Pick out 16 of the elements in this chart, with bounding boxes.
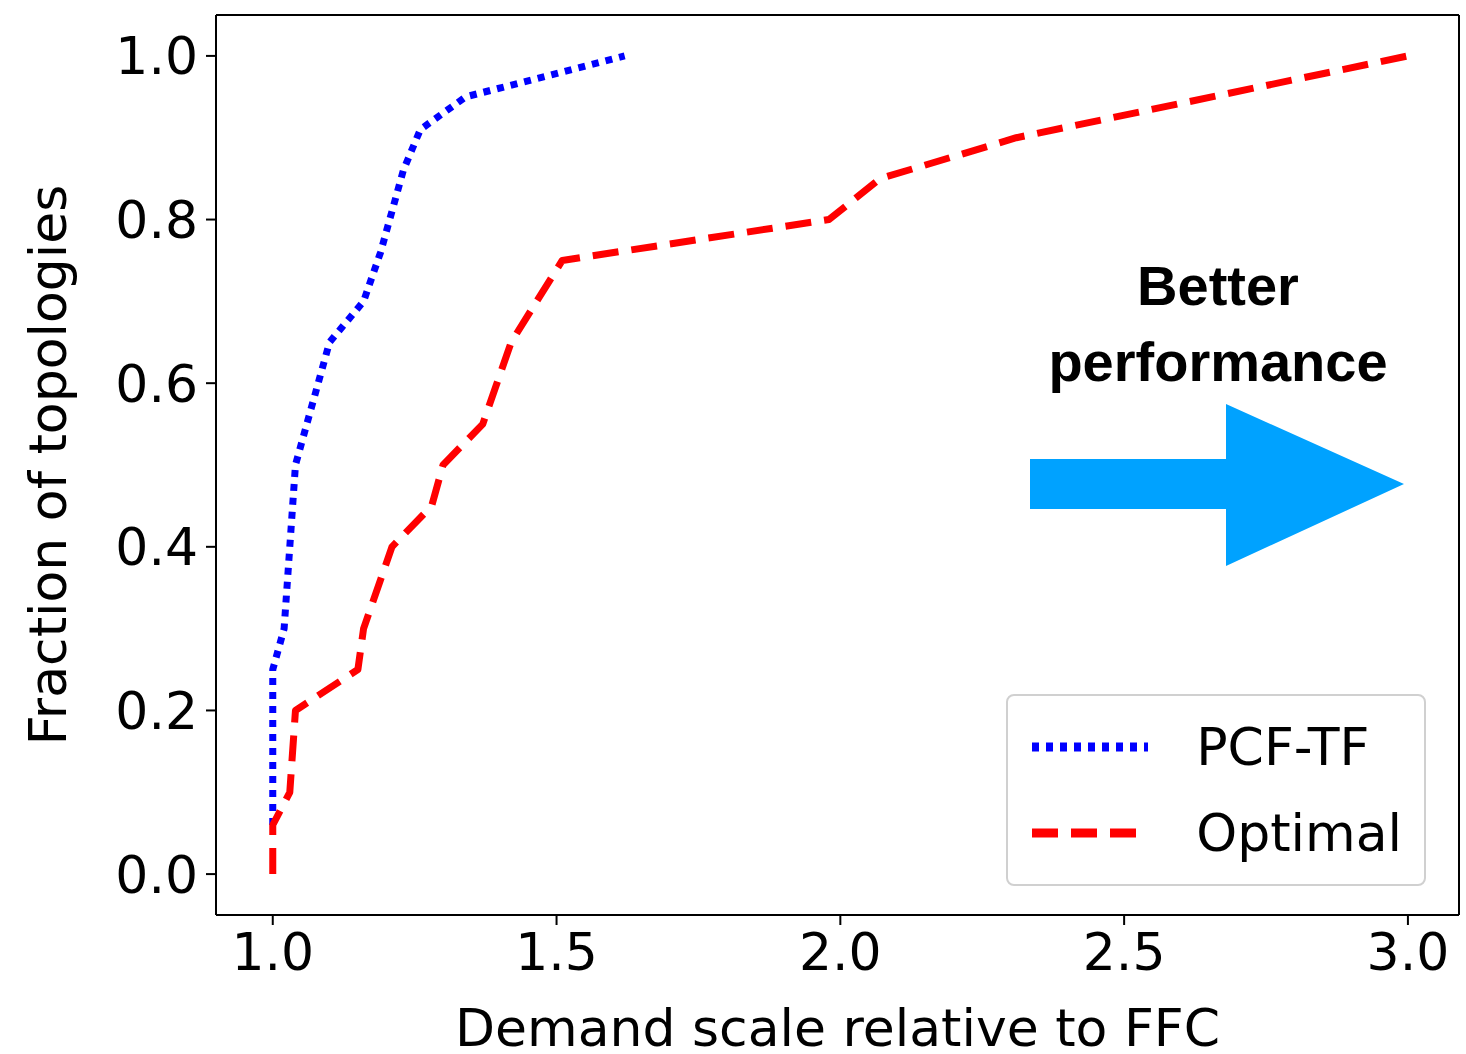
- y-axis-title: Fraction of topologies: [18, 184, 79, 746]
- y-tick-label: 0.8: [115, 190, 198, 251]
- annotation: Better performance: [1047, 253, 1389, 395]
- y-tick-label: 0.0: [115, 844, 198, 905]
- x-tick-label: 2.0: [798, 921, 882, 982]
- x-tick-label: 1.0: [231, 921, 315, 982]
- x-tick-label: 2.5: [1082, 921, 1166, 982]
- x-tick-label: 1.5: [515, 921, 598, 982]
- y-tick-label: 0.4: [115, 517, 198, 578]
- x-axis-title: Demand scale relative to FFC: [454, 998, 1221, 1054]
- y-tick-label: 0.6: [115, 353, 198, 414]
- y-tick-label: 0.2: [115, 680, 198, 741]
- legend-label: Optimal: [1196, 803, 1402, 863]
- y-tick-label: 1.0: [115, 26, 198, 87]
- legend-label: PCF-TF: [1196, 717, 1370, 777]
- x-tick-label: 3.0: [1366, 921, 1450, 982]
